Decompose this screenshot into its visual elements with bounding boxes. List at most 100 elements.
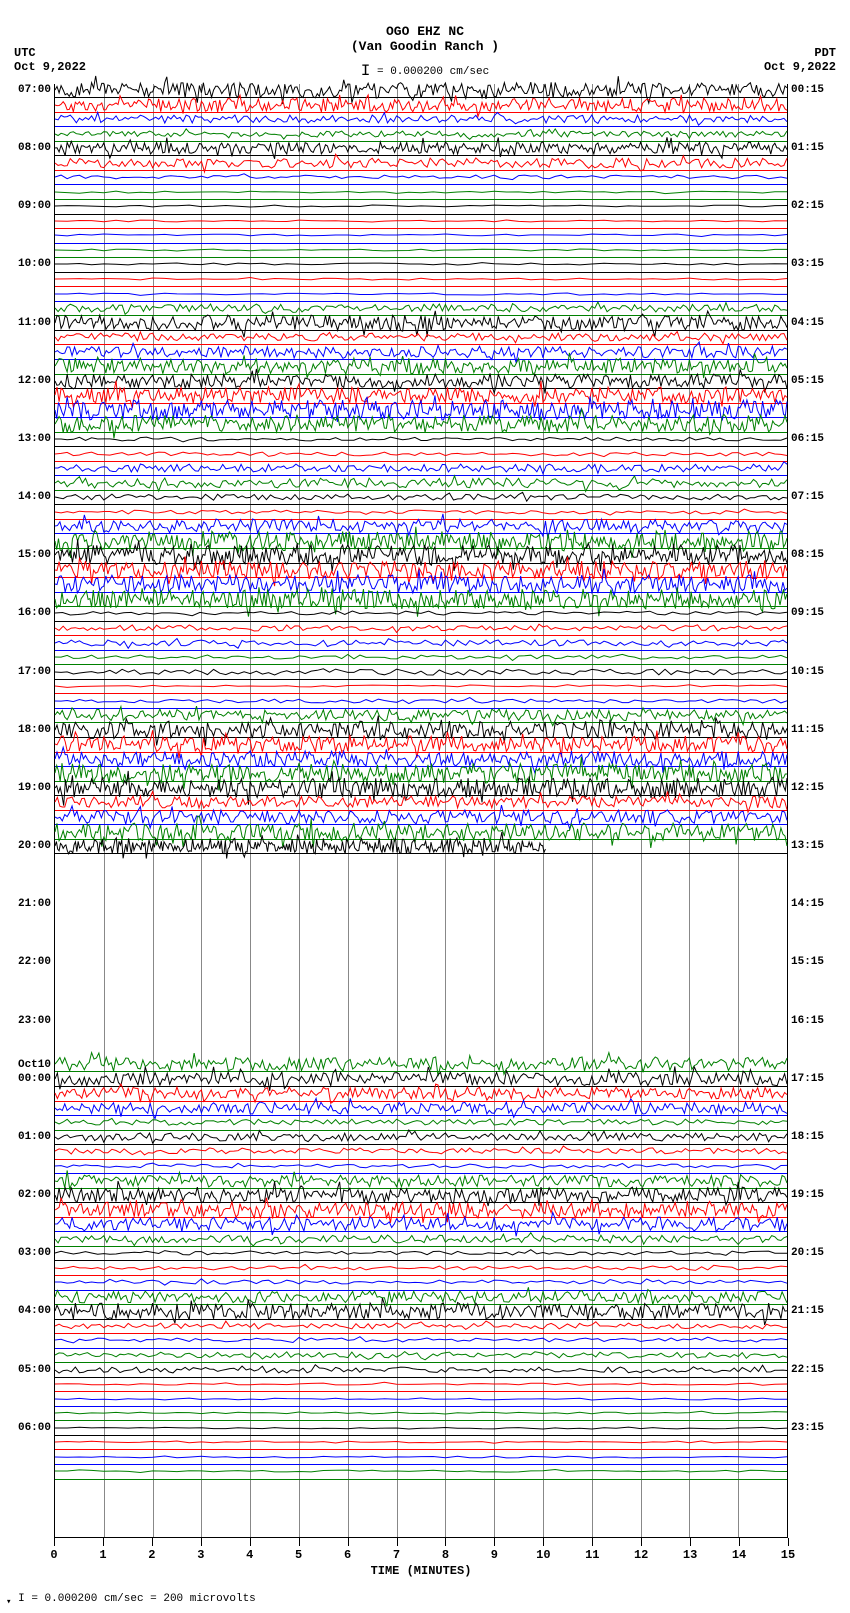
- x-tick: [641, 1538, 642, 1546]
- station-code: OGO EHZ NC: [0, 24, 850, 39]
- trace-row: 21:0014:15: [55, 904, 787, 919]
- trace-row: [55, 948, 787, 963]
- row-time-right: 19:15: [787, 1189, 824, 1201]
- row-time-left: 02:00: [18, 1189, 55, 1201]
- trace-row: 20:0013:15: [55, 846, 787, 861]
- row-time-right: 17:15: [787, 1073, 824, 1085]
- trace-row: [55, 991, 787, 1006]
- trace-row: 23:0016:15: [55, 1021, 787, 1036]
- row-time-left: 00:00: [18, 1073, 55, 1085]
- row-time-left: 19:00: [18, 782, 55, 794]
- row-time-left: 22:00: [18, 956, 55, 968]
- row-time-right: 18:15: [787, 1131, 824, 1143]
- x-tick: [103, 1538, 104, 1546]
- row-time-left: 06:00: [18, 1422, 55, 1434]
- row-time-right: 06:15: [787, 433, 824, 445]
- row-time-left: 13:00: [18, 433, 55, 445]
- x-tick-label: 12: [634, 1548, 648, 1562]
- row-time-right: 14:15: [787, 898, 824, 910]
- x-tick: [788, 1538, 789, 1546]
- row-time-right: 03:15: [787, 258, 824, 270]
- row-time-left: 21:00: [18, 898, 55, 910]
- row-time-right: 15:15: [787, 956, 824, 968]
- x-tick: [348, 1538, 349, 1546]
- x-tick-label: 15: [781, 1548, 795, 1562]
- x-tick: [152, 1538, 153, 1546]
- row-time-right: 20:15: [787, 1247, 824, 1259]
- date-marker: Oct10: [18, 1059, 55, 1071]
- row-time-right: 21:15: [787, 1305, 824, 1317]
- x-tick: [201, 1538, 202, 1546]
- row-time-right: 02:15: [787, 200, 824, 212]
- row-time-right: 04:15: [787, 317, 824, 329]
- row-time-left: 07:00: [18, 84, 55, 96]
- row-time-right: 16:15: [787, 1015, 824, 1027]
- x-tick: [54, 1538, 55, 1546]
- x-tick-label: 5: [295, 1548, 302, 1562]
- x-tick-label: 3: [197, 1548, 204, 1562]
- row-time-left: 17:00: [18, 666, 55, 678]
- row-time-right: 05:15: [787, 375, 824, 387]
- x-tick-label: 6: [344, 1548, 351, 1562]
- x-tick: [445, 1538, 446, 1546]
- trace-row: [55, 1006, 787, 1021]
- x-tick-label: 8: [442, 1548, 449, 1562]
- x-tick-label: 1: [99, 1548, 106, 1562]
- x-tick: [397, 1538, 398, 1546]
- x-tick: [543, 1538, 544, 1546]
- tz-left-label: UTC: [14, 46, 86, 60]
- tz-right-label: PDT: [764, 46, 836, 60]
- row-time-left: 04:00: [18, 1305, 55, 1317]
- x-tick-label: 0: [50, 1548, 57, 1562]
- station-name: (Van Goodin Ranch ): [0, 39, 850, 54]
- row-time-right: 13:15: [787, 840, 824, 852]
- x-axis: TIME (MINUTES) 0123456789101112131415: [54, 1538, 788, 1578]
- trace-row: [55, 933, 787, 948]
- x-axis-title: TIME (MINUTES): [54, 1564, 788, 1578]
- trace-row: 22:0015:15: [55, 962, 787, 977]
- trace-row: [55, 890, 787, 905]
- trace-row: [55, 861, 787, 876]
- trace-waveform: [55, 1451, 787, 1491]
- row-time-left: 14:00: [18, 491, 55, 503]
- row-time-left: 09:00: [18, 200, 55, 212]
- x-tick: [739, 1538, 740, 1546]
- row-time-left: 08:00: [18, 142, 55, 154]
- x-tick-label: 13: [683, 1548, 697, 1562]
- row-time-left: 11:00: [18, 317, 55, 329]
- row-time-left: 18:00: [18, 724, 55, 736]
- x-tick-label: 4: [246, 1548, 253, 1562]
- chart-title: OGO EHZ NC (Van Goodin Ranch ): [0, 24, 850, 54]
- x-tick: [592, 1538, 593, 1546]
- trace-row: [55, 1471, 787, 1486]
- x-tick-label: 7: [393, 1548, 400, 1562]
- row-time-right: 01:15: [787, 142, 824, 154]
- footer-text: = 0.000200 cm/sec = 200 microvolts: [31, 1593, 255, 1605]
- row-time-left: 12:00: [18, 375, 55, 387]
- trace-row: [55, 875, 787, 890]
- row-time-left: 10:00: [18, 258, 55, 270]
- row-time-right: 09:15: [787, 607, 824, 619]
- x-tick-label: 10: [536, 1548, 550, 1562]
- trace-row: [55, 977, 787, 992]
- row-time-left: 05:00: [18, 1364, 55, 1376]
- x-tick-label: 2: [148, 1548, 155, 1562]
- x-tick-label: 9: [491, 1548, 498, 1562]
- row-time-left: 15:00: [18, 549, 55, 561]
- row-time-right: 08:15: [787, 549, 824, 561]
- row-time-right: 22:15: [787, 1364, 824, 1376]
- footer-scale: ▾ I = 0.000200 cm/sec = 200 microvolts: [6, 1593, 256, 1607]
- x-tick: [690, 1538, 691, 1546]
- x-tick-label: 11: [585, 1548, 599, 1562]
- row-time-right: 07:15: [787, 491, 824, 503]
- x-tick: [299, 1538, 300, 1546]
- trace-row: [55, 919, 787, 934]
- row-time-left: 03:00: [18, 1247, 55, 1259]
- seismogram-plot: 07:0000:1508:0001:1509:0002:1510:0003:15…: [54, 84, 788, 1538]
- row-time-left: 23:00: [18, 1015, 55, 1027]
- row-time-right: 23:15: [787, 1422, 824, 1434]
- x-tick: [250, 1538, 251, 1546]
- x-tick-label: 14: [732, 1548, 746, 1562]
- row-time-left: 01:00: [18, 1131, 55, 1143]
- row-time-right: 11:15: [787, 724, 824, 736]
